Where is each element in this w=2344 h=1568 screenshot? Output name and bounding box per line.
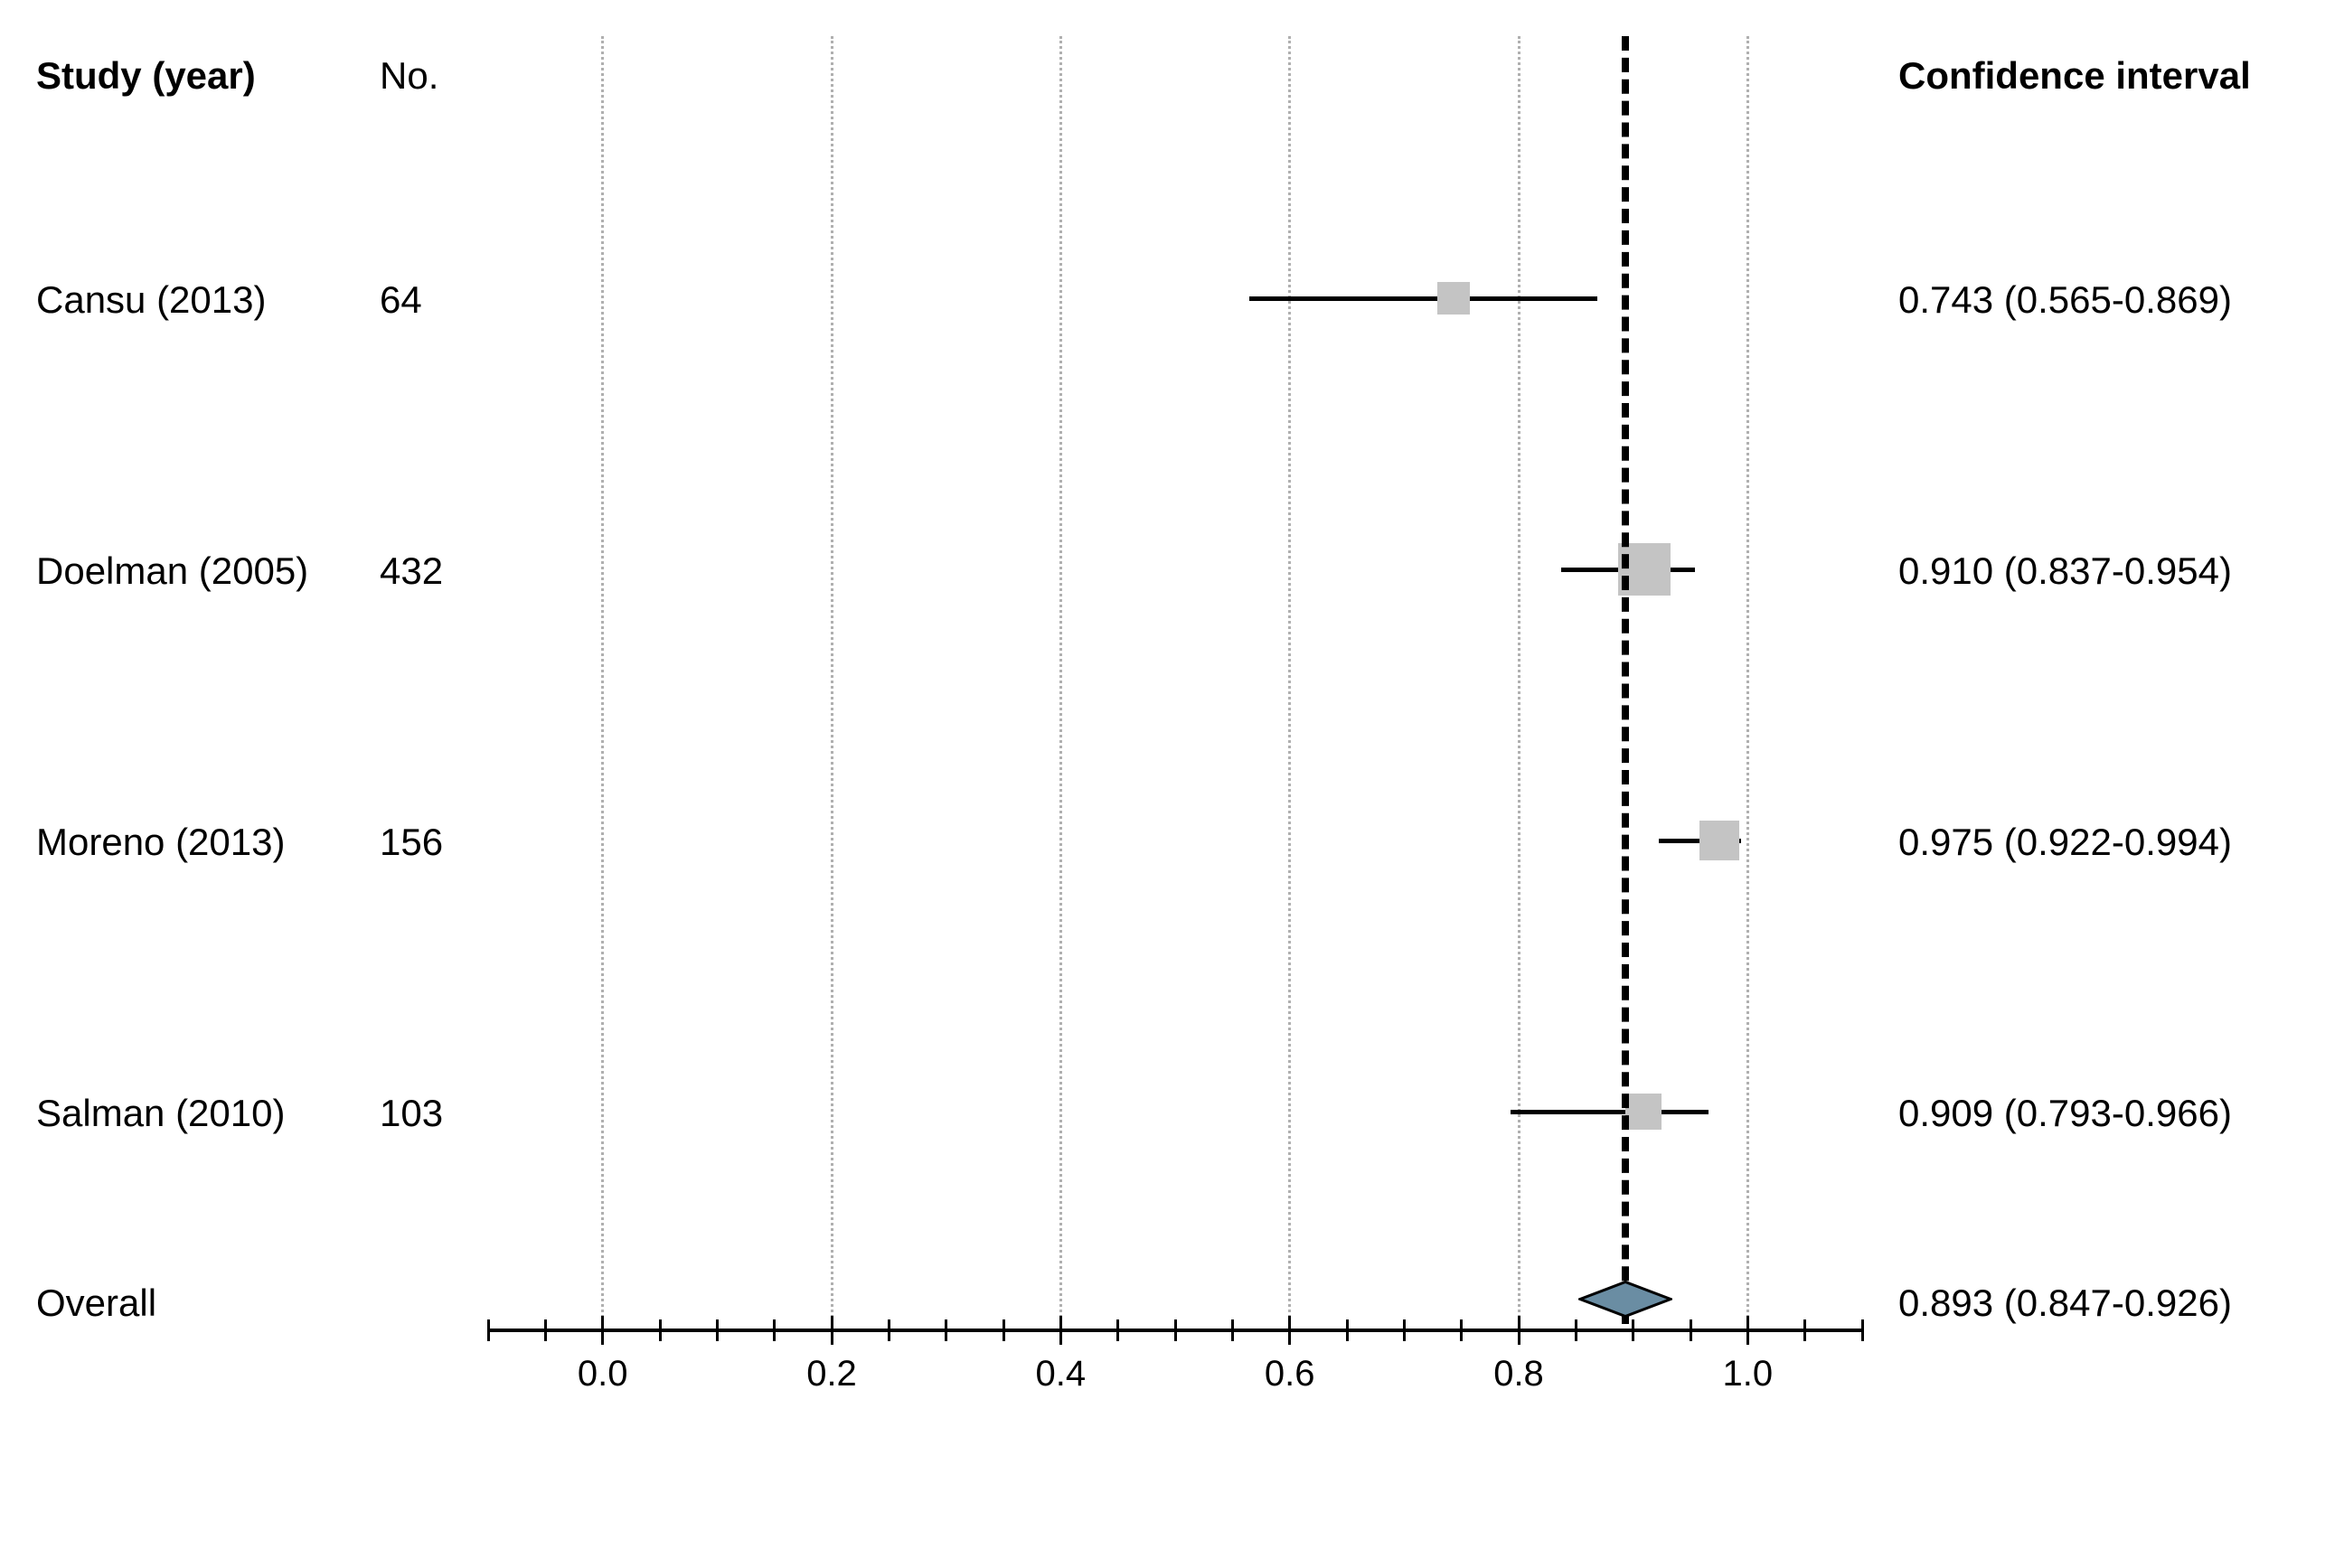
- point-estimate-square: [1699, 821, 1739, 860]
- gridline: [1746, 36, 1749, 1329]
- tick-minor: [773, 1319, 776, 1341]
- header-ci: Confidence interval: [1898, 54, 2305, 98]
- tick-minor: [1690, 1319, 1692, 1341]
- overall-diamond: [1578, 1281, 1672, 1323]
- gridline: [1288, 36, 1291, 1329]
- gridline: [831, 36, 833, 1329]
- tick-minor: [1003, 1319, 1005, 1341]
- study-n: 432: [380, 549, 488, 593]
- overall-label: Overall: [36, 1282, 380, 1325]
- ci-text: 0.975 (0.922-0.994): [1898, 821, 2305, 864]
- tick-minor: [1116, 1319, 1119, 1341]
- study-label: Doelman (2005): [36, 549, 380, 593]
- tick-label: 1.0: [1723, 1354, 1774, 1394]
- gridline: [601, 36, 604, 1329]
- tick-minor: [1174, 1319, 1177, 1341]
- tick-minor: [1403, 1319, 1406, 1341]
- tick-label: 0.2: [806, 1354, 857, 1394]
- header-no: No.: [380, 54, 488, 98]
- tick-label: 0.4: [1036, 1354, 1087, 1394]
- tick-major: [1059, 1316, 1062, 1345]
- tick-major: [1746, 1316, 1749, 1345]
- tick-label: 0.0: [578, 1354, 628, 1394]
- overall-ci-text: 0.893 (0.847-0.926): [1898, 1282, 2305, 1325]
- tick-minor: [487, 1319, 490, 1341]
- header-study: Study (year): [36, 54, 380, 98]
- tick-major: [831, 1316, 833, 1345]
- tick-minor: [945, 1319, 947, 1341]
- forest-plot: Study (year) No. Confidence interval Can…: [36, 36, 2308, 1532]
- ci-line: [1249, 296, 1597, 301]
- point-estimate-square: [1625, 1094, 1662, 1130]
- tick-minor: [544, 1319, 547, 1341]
- ci-text: 0.743 (0.565-0.869): [1898, 278, 2305, 322]
- study-n: 103: [380, 1092, 488, 1135]
- tick-label: 0.6: [1265, 1354, 1315, 1394]
- tick-major: [1288, 1316, 1291, 1345]
- overall-reference-line: [1622, 36, 1629, 1324]
- tick-minor: [716, 1319, 719, 1341]
- tick-minor: [1861, 1319, 1864, 1341]
- ci-text: 0.909 (0.793-0.966): [1898, 1092, 2305, 1135]
- ci-text: 0.910 (0.837-0.954): [1898, 549, 2305, 593]
- plot-area: [488, 36, 1862, 1532]
- tick-minor: [1460, 1319, 1463, 1341]
- tick-minor: [659, 1319, 662, 1341]
- tick-label: 0.8: [1493, 1354, 1544, 1394]
- point-estimate-square: [1437, 282, 1470, 315]
- tick-minor: [1346, 1319, 1349, 1341]
- study-n: 64: [380, 278, 488, 322]
- tick-minor: [1231, 1319, 1234, 1341]
- gridline: [1059, 36, 1062, 1329]
- ci-line: [1511, 1110, 1709, 1114]
- tick-minor: [888, 1319, 890, 1341]
- tick-minor: [1575, 1319, 1577, 1341]
- x-axis: 0.0 0.2 0.4 0.6 0.8 1.0: [488, 1329, 1862, 1401]
- tick-major: [601, 1316, 604, 1345]
- gridline: [1518, 36, 1520, 1329]
- study-label: Moreno (2013): [36, 821, 380, 864]
- tick-major: [1518, 1316, 1520, 1345]
- study-label: Salman (2010): [36, 1092, 380, 1135]
- tick-minor: [1632, 1319, 1634, 1341]
- tick-minor: [1803, 1319, 1806, 1341]
- study-label: Cansu (2013): [36, 278, 380, 322]
- study-n: 156: [380, 821, 488, 864]
